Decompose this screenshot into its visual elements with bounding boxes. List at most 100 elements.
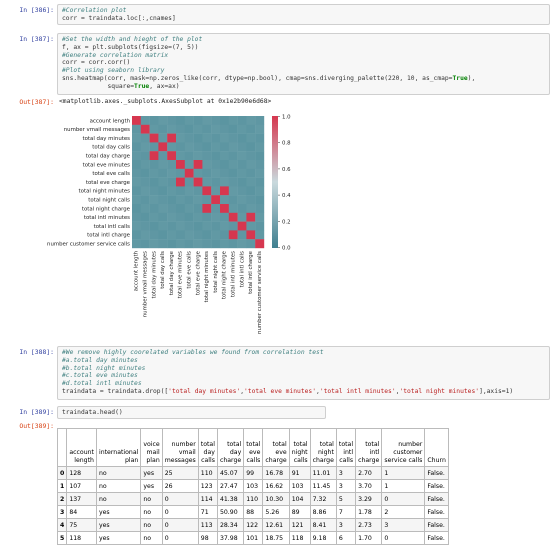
heatmap-cell <box>228 124 238 134</box>
y-tick-label: total eve charge <box>86 180 131 186</box>
heatmap-cell <box>255 142 265 152</box>
input-prompt: In [389]: <box>19 408 54 416</box>
heatmap-cell <box>158 212 168 222</box>
heatmap-cell <box>237 230 247 240</box>
heatmap-cell <box>149 142 159 152</box>
heatmap-cell <box>132 204 141 213</box>
code-cell-386[interactable]: In [386]: #Correlation plot corr = traind… <box>2 4 550 26</box>
x-tick-label: total night calls <box>213 251 219 293</box>
code-token: #Generate correlation matrix <box>62 51 169 59</box>
heatmap-cell <box>255 221 265 231</box>
heatmap-cell <box>246 124 256 134</box>
output-area-389: Out[389]: <box>2 420 550 430</box>
code-line: #b.total night minutes <box>62 365 545 373</box>
code-editor[interactable]: #We remove highly coorelated variables w… <box>57 346 550 400</box>
table-cell: 28.34 <box>216 518 245 532</box>
table-cell: 2 <box>381 505 426 519</box>
y-tick-label: number vmail messages <box>64 127 130 133</box>
heatmap-cell <box>158 168 168 178</box>
x-tick-label: total day calls <box>160 251 166 289</box>
code-editor[interactable]: traindata.head() <box>57 406 326 419</box>
column-header: total intl calls <box>335 428 357 467</box>
heatmap-cell <box>158 186 168 196</box>
heatmap-cell <box>149 116 159 125</box>
heatmap-cell <box>167 239 177 249</box>
heatmap-cell <box>202 195 212 205</box>
code-token: sns.heatmap(corr, mask=np.zeros_like(cor… <box>62 74 453 82</box>
code-line: #Plot using seaborn library <box>62 67 545 75</box>
heatmap-cell <box>255 124 265 134</box>
code-cell-388[interactable]: In [388]: #We remove highly coorelated v… <box>2 346 550 400</box>
heatmap-cell <box>167 124 177 134</box>
table-cell: 0 <box>381 531 426 545</box>
heatmap-cell <box>176 212 185 222</box>
table-row: 1 107 no yes 26 123 27.47 103 16.62 103 11.45 3 3.70… <box>56 479 449 493</box>
heatmap-cell <box>193 168 203 178</box>
table-cell: 18.75 <box>262 531 290 545</box>
heatmap-cell <box>202 204 212 213</box>
heatmap-cell <box>193 204 203 213</box>
table-cell: 26 <box>161 479 199 493</box>
x-tick-label: total night minutes <box>204 251 210 303</box>
table-cell: 3 <box>335 466 357 480</box>
table-cell: False. <box>424 505 449 519</box>
heatmap-cell <box>167 133 177 143</box>
heatmap-cell <box>158 151 168 161</box>
heatmap-cell <box>237 160 247 169</box>
code-token: True <box>134 82 150 90</box>
heatmap-cell <box>202 168 212 178</box>
heatmap-cell <box>202 230 212 240</box>
heatmap-cell <box>132 124 141 134</box>
heatmap-cell <box>202 239 212 249</box>
x-tick-label: total intl minutes <box>231 251 237 297</box>
heatmap-cell <box>246 160 256 169</box>
heatmap-cell <box>193 133 203 143</box>
heatmap-cell <box>220 160 229 169</box>
table-cell: 3 <box>335 479 357 493</box>
heatmap-cell <box>158 116 168 125</box>
heatmap-cell <box>184 204 194 213</box>
heatmap-cell <box>158 221 168 231</box>
table-cell: 101 <box>243 531 264 545</box>
heatmap-cell <box>220 204 229 213</box>
heatmap-cell <box>237 133 247 143</box>
heatmap-cell <box>132 116 141 125</box>
heatmap-cell <box>167 116 177 125</box>
code-line: f, ax = plt.subplots(figsize=(7, 5)) <box>62 44 545 52</box>
heatmap-cell <box>228 221 238 231</box>
code-editor[interactable]: #Correlation plot corr = traindata.loc[:,… <box>57 4 550 25</box>
table-cell: 45.07 <box>216 466 245 480</box>
row-index: 5 <box>56 531 68 545</box>
heatmap-cell <box>202 212 212 222</box>
code-token: #d.total intl minutes <box>62 380 142 388</box>
heatmap-cell <box>132 133 141 143</box>
code-cell-389[interactable]: In [389]: traindata.head() <box>2 406 550 420</box>
heatmap-cell <box>202 142 212 152</box>
colorbar-tick-label: 1.0 <box>282 115 291 121</box>
table-cell: False. <box>424 518 449 532</box>
table-cell: 7.32 <box>309 492 337 506</box>
heatmap-cell <box>193 239 203 249</box>
heatmap-cell <box>255 168 265 178</box>
heatmap-cell <box>211 142 221 152</box>
heatmap-cell <box>158 142 168 152</box>
heatmap-cell <box>158 133 168 143</box>
table-cell: 110 <box>197 466 218 480</box>
code-cell-387[interactable]: In [387]: #Set the width and hieght of t… <box>2 33 550 95</box>
table-header-row: account length international plan voice ma… <box>56 428 449 467</box>
heatmap-cell <box>220 151 229 161</box>
table-cell: 3 <box>335 518 357 532</box>
table-cell: 114 <box>197 492 218 506</box>
table-cell: 1.70 <box>355 531 383 545</box>
code-token: 'total eve minutes' <box>243 387 317 395</box>
heatmap-cell <box>246 142 256 152</box>
heatmap-cell <box>158 124 168 134</box>
heatmap-cell <box>228 160 238 169</box>
code-editor[interactable]: #Set the width and hieght of the plot f, … <box>57 33 550 95</box>
heatmap-cell <box>184 239 194 249</box>
table-cell: 104 <box>288 492 311 506</box>
code-token: f, ax = plt.subplots(figsize=(7, 5)) <box>62 43 199 51</box>
y-tick-label: total day calls <box>92 145 130 151</box>
heatmap-cell <box>167 195 177 205</box>
heatmap-cell <box>211 168 221 178</box>
